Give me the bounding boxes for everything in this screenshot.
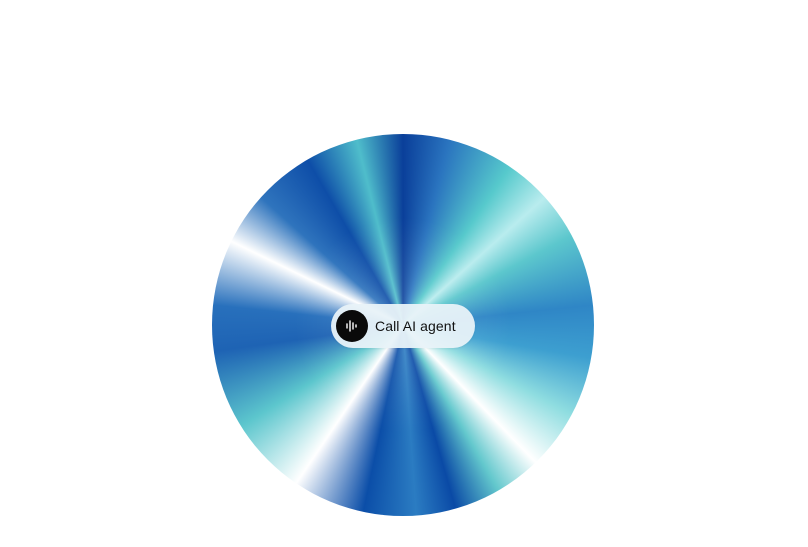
call-ai-agent-button[interactable]: Call AI agent <box>331 304 475 348</box>
call-button-label: Call AI agent <box>375 318 456 334</box>
waveform-icon <box>336 310 368 342</box>
